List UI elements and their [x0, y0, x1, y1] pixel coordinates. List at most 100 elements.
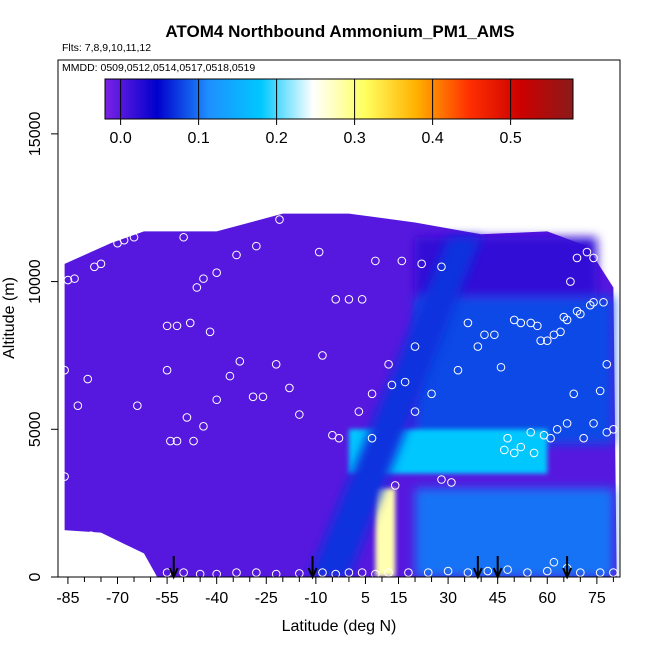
measurement-point — [258, 392, 268, 402]
measurement-point — [60, 472, 69, 481]
measurement-point — [552, 424, 562, 434]
measurement-point — [275, 215, 284, 224]
measurement-point — [129, 232, 139, 242]
profile-marker-arrowhead — [307, 567, 318, 580]
measurement-point — [480, 330, 489, 340]
measurement-point — [295, 410, 304, 419]
measurement-point — [473, 342, 483, 351]
measurement-point — [516, 442, 526, 452]
measurement-point — [119, 568, 129, 577]
measurement-point — [252, 241, 261, 251]
measurement-point — [235, 357, 245, 366]
y-tick-label: 10000 — [27, 259, 44, 304]
measurement-point — [576, 568, 585, 577]
measurement-point — [582, 247, 592, 257]
heatmap-region — [375, 488, 396, 577]
x-tick-label: 45 — [489, 590, 507, 607]
measurement-point — [562, 315, 572, 325]
dates-subtitle: MMDD: 0509,0512,0514,0517,0518,0519 — [62, 62, 255, 74]
measurement-point — [271, 569, 281, 577]
x-tick-label: -85 — [56, 590, 79, 607]
measurement-point — [172, 436, 182, 446]
measurement-point — [225, 371, 235, 381]
measurement-point — [318, 351, 327, 360]
measurement-point — [189, 436, 198, 446]
x-tick-label: 5 — [361, 590, 370, 607]
measurement-point — [179, 568, 188, 577]
measurement-point — [232, 250, 241, 260]
profile-marker-arrowhead — [472, 567, 483, 580]
measurement-point — [162, 321, 172, 331]
measurement-point — [490, 330, 499, 340]
measurement-point — [367, 433, 377, 443]
measurement-point — [146, 569, 155, 577]
measurement-point — [83, 569, 93, 577]
measurement-point — [63, 275, 73, 285]
measurement-point — [182, 413, 192, 422]
colorbar-tick-label: 0.5 — [499, 130, 521, 147]
measurement-point — [212, 268, 221, 278]
measurement-point — [602, 427, 612, 437]
measurement-point — [529, 448, 539, 458]
flights-subtitle: Flts: 7,8,9,10,11,12 — [62, 42, 151, 54]
x-tick-label: -70 — [106, 590, 129, 607]
measurement-point — [212, 569, 221, 577]
measurement-point — [390, 481, 400, 490]
measurement-point — [602, 359, 612, 369]
measurement-point — [86, 531, 96, 540]
measurement-point — [199, 422, 208, 431]
measurement-point — [83, 374, 93, 384]
colorbar-tick-label: 0.2 — [265, 130, 287, 147]
measurement-point — [599, 297, 608, 307]
measurement-point — [589, 253, 598, 263]
colorbar-ticks: 0.0 0.1 0.2 0.3 0.4 0.5 — [109, 79, 522, 147]
measurement-point — [192, 283, 202, 292]
x-tick-label: -55 — [156, 590, 179, 607]
profile-marker-arrowhead — [168, 567, 179, 580]
plot-frame — [57, 59, 621, 578]
chart-title: ATOM4 Northbound Ammonium_PM1_AMS — [165, 22, 514, 41]
measurement-point — [404, 568, 413, 577]
measurement-point — [609, 568, 618, 577]
x-axis: -85 -70 -55 -40 -25 -10 5 15 30 45 60 75 — [56, 577, 614, 607]
measurement-point — [96, 259, 106, 269]
measurement-point — [73, 401, 83, 410]
measurement-point — [503, 433, 512, 443]
x-tick-label: -10 — [304, 590, 327, 607]
measurement-point — [60, 365, 69, 375]
measurement-point — [248, 392, 258, 402]
colorbar-tick-label: 0.3 — [343, 130, 365, 147]
x-tick-label: 75 — [588, 590, 606, 607]
measurement-point — [387, 380, 397, 390]
measurement-point — [410, 342, 420, 351]
measurement-point — [427, 389, 436, 399]
measurement-point — [384, 359, 393, 369]
measurement-point — [516, 318, 526, 328]
measurement-point — [437, 262, 446, 272]
measurement-point — [556, 327, 565, 337]
x-tick-label: 60 — [538, 590, 556, 607]
measurement-point — [179, 232, 188, 242]
measurement-point — [334, 433, 344, 443]
measurement-point — [572, 253, 582, 263]
measurement-point — [546, 433, 555, 443]
heatmap-field — [58, 213, 617, 577]
measurement-point — [453, 365, 463, 375]
y-tick-label: 0 — [27, 572, 44, 581]
measurement-point — [509, 448, 519, 458]
measurement-point — [212, 395, 221, 405]
measurement-point — [483, 566, 493, 576]
x-tick-label: 30 — [439, 590, 457, 607]
measurement-point — [133, 401, 142, 410]
heatmap-no-data — [58, 529, 158, 577]
measurement-point — [199, 274, 208, 283]
measurement-point — [549, 557, 559, 567]
measurement-point — [463, 568, 473, 577]
measurement-point — [589, 419, 598, 428]
measurement-point — [533, 321, 542, 331]
measurement-point — [367, 389, 377, 399]
measurement-point — [562, 419, 572, 428]
measurement-point — [595, 568, 605, 577]
measurement-point — [314, 247, 324, 257]
